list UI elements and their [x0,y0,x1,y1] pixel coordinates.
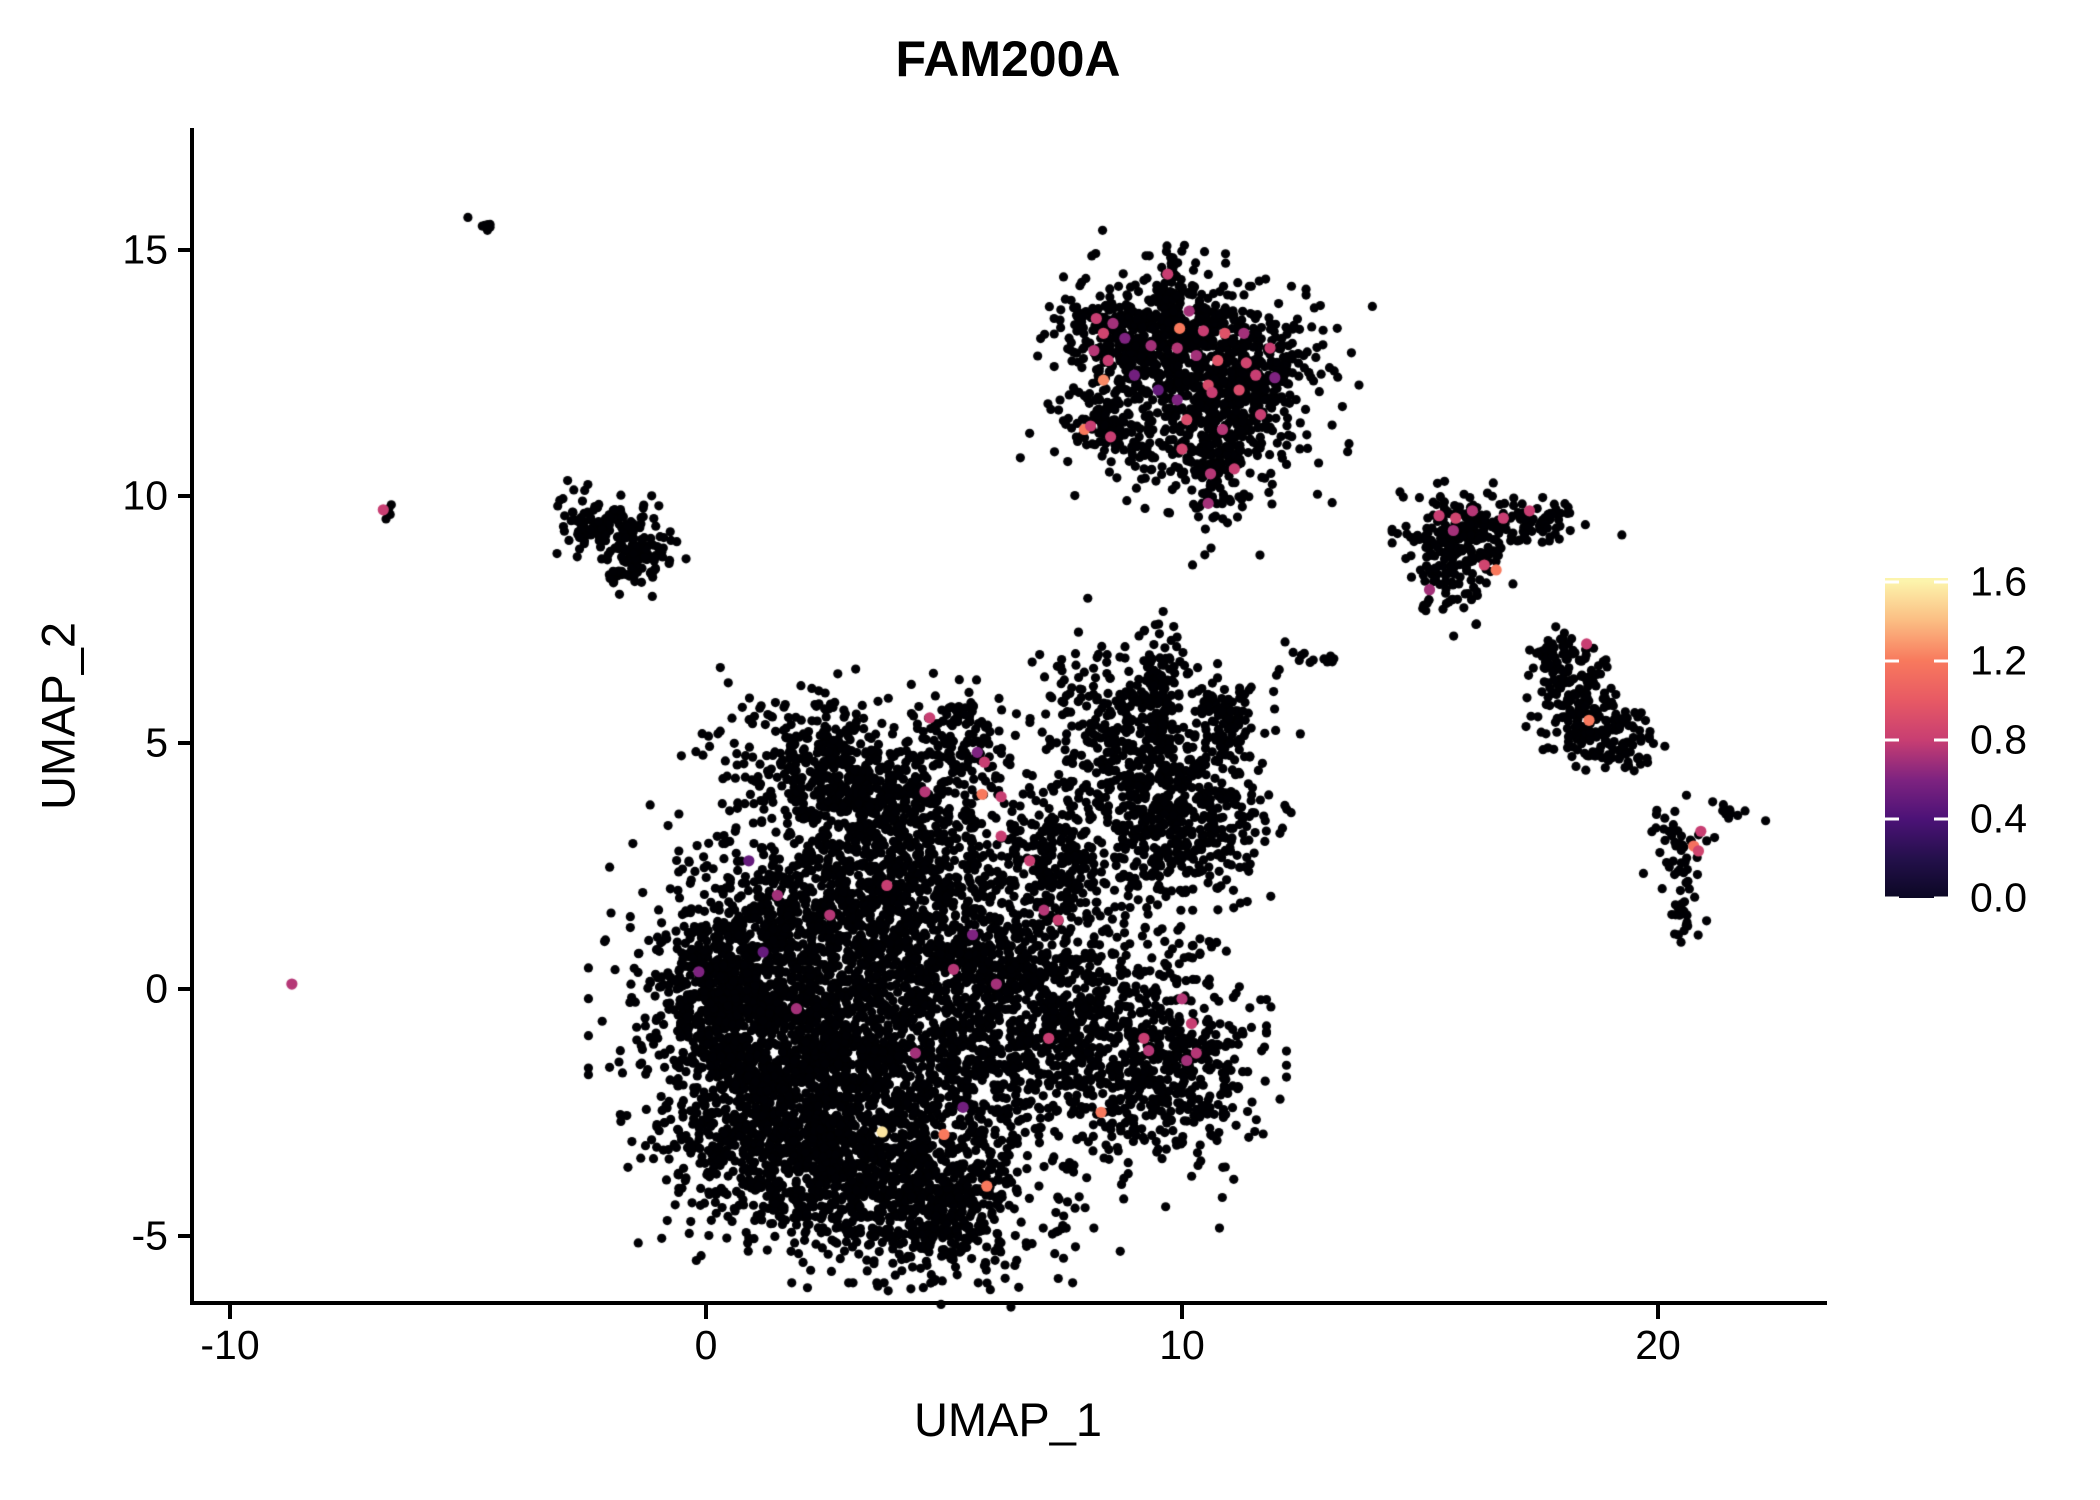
colorbar-tick-label: 0.4 [1970,795,2027,842]
y-tick-label: 5 [145,719,168,765]
x-tick-label: 20 [1635,1322,1681,1368]
x-tick-mark [1656,1305,1660,1319]
y-tick-label: 10 [122,472,168,519]
y-axis-title: UMAP_2 [31,621,85,811]
colorbar-tick-mark [1885,738,1899,742]
expression-colorbar [1885,578,1948,898]
colorbar-tick-mark [1934,738,1948,742]
colorbar-tick-label: 0.0 [1970,874,2027,921]
x-tick-mark [704,1305,708,1319]
x-axis-title: UMAP_1 [913,1393,1103,1446]
x-tick-label: 10 [1159,1322,1205,1368]
colorbar-tick-label: 0.8 [1970,716,2027,763]
colorbar-tick-mark [1934,817,1948,821]
y-tick-label: 0 [145,965,168,1012]
y-tick-mark [178,247,192,252]
plot-title: FAM200A [895,31,1121,87]
x-axis-line [190,1301,1827,1305]
x-tick-mark [1180,1305,1184,1319]
y-axis-line [190,128,194,1305]
colorbar-tick-label: 1.2 [1970,637,2027,684]
y-tick-mark [178,494,192,498]
colorbar-tick-mark [1934,896,1948,900]
x-tick-mark [228,1305,232,1319]
y-tick-label: 15 [122,226,168,272]
colorbar-tick-label: 1.6 [1970,558,2027,605]
x-tick-label: 0 [694,1322,718,1368]
x-tick-label: -10 [200,1322,260,1368]
colorbar-tick-mark [1885,659,1899,663]
colorbar-tick-mark [1934,659,1948,663]
y-tick-mark [178,987,192,991]
y-tick-mark [178,1233,192,1238]
colorbar-tick-mark [1885,896,1899,900]
y-tick-mark [178,740,192,745]
colorbar-tick-mark [1934,580,1948,584]
colorbar-tick-mark [1885,580,1899,584]
y-tick-label: -5 [131,1212,168,1258]
colorbar-tick-mark [1885,817,1899,821]
